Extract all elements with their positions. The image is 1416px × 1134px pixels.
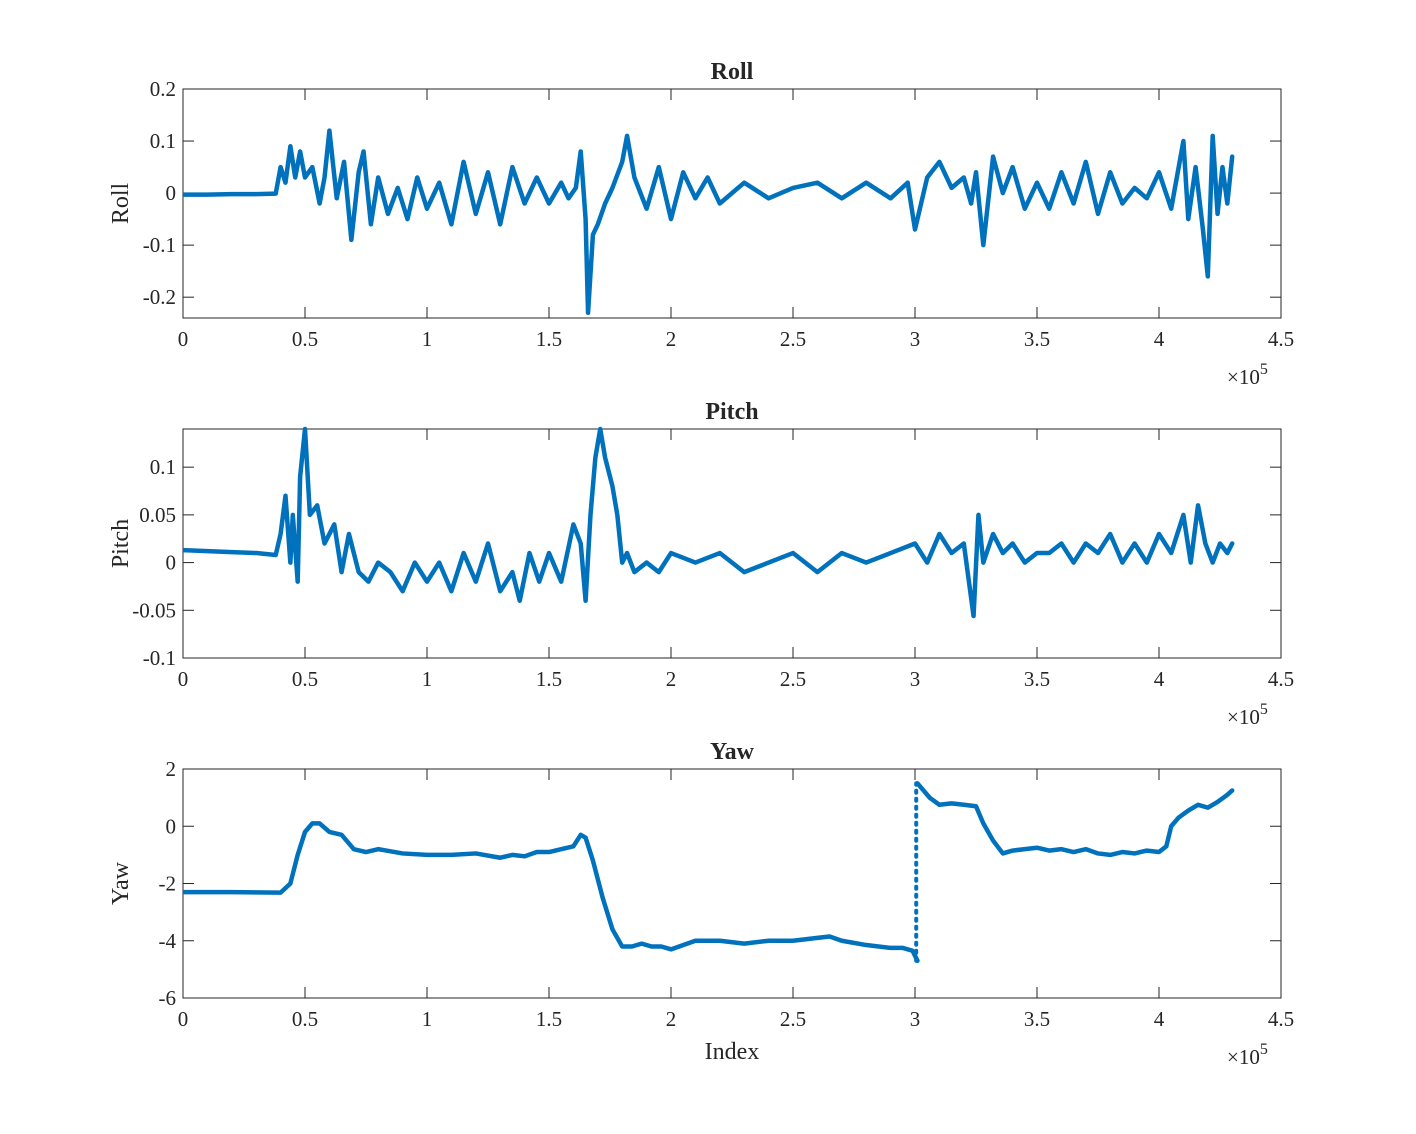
pitch-y-axis-label: Pitch bbox=[108, 519, 134, 568]
pitch-title: Pitch bbox=[705, 399, 758, 425]
roll-y-tick-label: -0.2 bbox=[143, 285, 176, 309]
pitch-axes-frame bbox=[182, 428, 1282, 659]
pitch-y-tick-label: 0.05 bbox=[139, 503, 176, 527]
roll-title: Roll bbox=[711, 59, 754, 85]
roll-x-tick-label: 1 bbox=[422, 327, 433, 351]
pitch-x-tick-label: 2 bbox=[666, 667, 677, 691]
yaw-y-tick-label: -6 bbox=[159, 986, 177, 1010]
yaw-x-tick-label: 1 bbox=[422, 1007, 433, 1031]
pitch-x-tick-label: 4 bbox=[1154, 667, 1165, 691]
yaw-x-tick-label: 4 bbox=[1154, 1007, 1165, 1031]
pitch-x-tick-label: 1.5 bbox=[536, 667, 562, 691]
yaw-x-tick-label: 0 bbox=[178, 1007, 189, 1031]
yaw-x-tick-label: 3 bbox=[910, 1007, 921, 1031]
roll-subplot: 0 0.5 1 1.5 2 2.5 3 3.5 4 4.5-0.2-0.100.10.2×105R… bbox=[108, 59, 1294, 389]
roll-x-tick-label: 0.5 bbox=[292, 327, 318, 351]
pitch-x-tick-label: 1 bbox=[422, 667, 433, 691]
pitch-x-tick-label: 2.5 bbox=[780, 667, 806, 691]
yaw-y-tick-label: 2 bbox=[166, 757, 177, 781]
subplot-group: 0 0.5 1 1.5 2 2.5 3 3.5 4 4.5-0.2-0.100.10.2×105R… bbox=[108, 59, 1294, 1069]
roll-y-tick-label: -0.1 bbox=[143, 233, 176, 257]
yaw-x-axis-label: Index bbox=[705, 1039, 760, 1065]
pitch-x-tick-label: 3 bbox=[910, 667, 921, 691]
roll-x-tick-label: 4.5 bbox=[1268, 327, 1294, 351]
roll-x-tick-label: 2.5 bbox=[780, 327, 806, 351]
pitch-y-tick-label: -0.1 bbox=[143, 646, 176, 670]
roll-x-tick-label: 4 bbox=[1154, 327, 1165, 351]
roll-y-tick-label: 0.1 bbox=[150, 129, 176, 153]
pitch-x-tick-label: 0.5 bbox=[292, 667, 318, 691]
yaw-y-tick-label: -4 bbox=[159, 929, 177, 953]
pitch-x-exponent-label: ×105 bbox=[1227, 701, 1268, 729]
yaw-title: Yaw bbox=[710, 739, 755, 765]
yaw-x-tick-label: 4.5 bbox=[1268, 1007, 1294, 1031]
pitch-x-tick-label: 3.5 bbox=[1024, 667, 1050, 691]
roll-axes-frame bbox=[182, 88, 1282, 319]
yaw-x-tick-label: 3.5 bbox=[1024, 1007, 1050, 1031]
roll-x-tick-label: 0 bbox=[178, 327, 189, 351]
roll-y-tick-label: 0.2 bbox=[150, 77, 176, 101]
pitch-subplot: 0 0.5 1 1.5 2 2.5 3 3.5 4 4.5 -0.1 -0.05 0 0.05 0.1 ×10… bbox=[108, 399, 1294, 729]
yaw-y-tick-label: 0 bbox=[166, 814, 177, 838]
yaw-x-tick-label: 2.5 bbox=[780, 1007, 806, 1031]
pitch-x-exponent-power: 5 bbox=[1260, 701, 1268, 718]
yaw-x-tick-label: 1.5 bbox=[536, 1007, 562, 1031]
yaw-x-tick-label: 2 bbox=[666, 1007, 677, 1031]
pitch-series-line bbox=[183, 426, 1235, 619]
pitch-x-tick-label: 4.5 bbox=[1268, 667, 1294, 691]
roll-series-line bbox=[183, 128, 1235, 316]
yaw-y-tick-label: -2 bbox=[159, 872, 177, 896]
roll-x-exponent-power: 5 bbox=[1260, 361, 1268, 378]
pitch-y-tick-label: 0.1 bbox=[150, 455, 176, 479]
yaw-x-exponent-power: 5 bbox=[1260, 1041, 1268, 1058]
yaw-axes-frame bbox=[182, 768, 1282, 999]
yaw-series-line-1 bbox=[183, 821, 920, 964]
roll-x-tick-label: 1.5 bbox=[536, 327, 562, 351]
roll-x-tick-label: 2 bbox=[666, 327, 677, 351]
yaw-x-tick-label: 0.5 bbox=[292, 1007, 318, 1031]
pitch-x-tick-label: 0 bbox=[178, 667, 189, 691]
pitch-y-tick-label: 0 bbox=[166, 551, 177, 575]
yaw-subplot: 0 0.5 1 1.5 2 2.5 3 3.5 4 4.5-6-4-202×105YawYawIn… bbox=[108, 739, 1294, 1069]
roll-x-tick-label: 3 bbox=[910, 327, 921, 351]
pitch-y-tick-label: -0.05 bbox=[132, 598, 176, 622]
yaw-y-axis-label: Yaw bbox=[108, 861, 134, 905]
roll-y-tick-label: 0 bbox=[166, 181, 177, 205]
roll-x-tick-label: 3.5 bbox=[1024, 327, 1050, 351]
yaw-series-line-2 bbox=[915, 781, 1235, 858]
roll-y-axis-label: Roll bbox=[108, 182, 134, 224]
